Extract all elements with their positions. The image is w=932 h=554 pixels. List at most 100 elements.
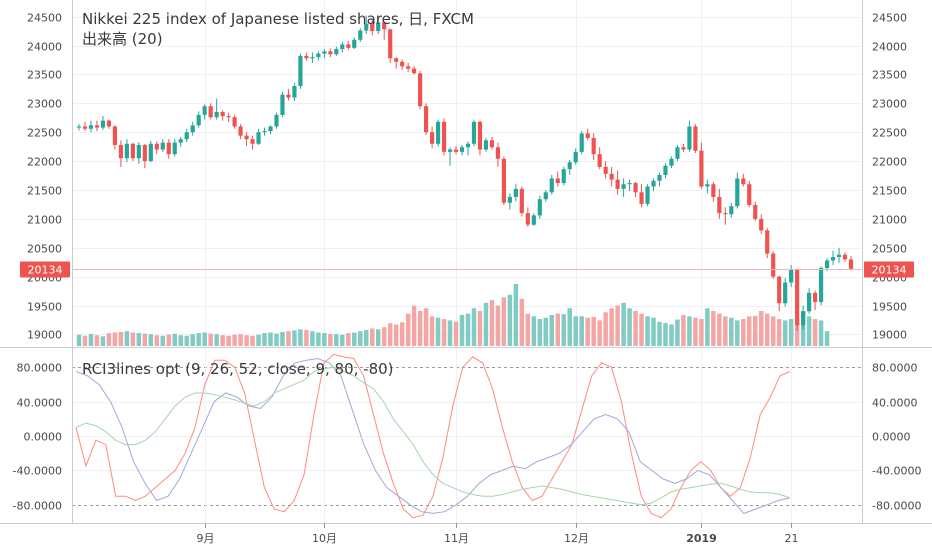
- candle: [112, 125, 117, 150]
- candle-body: [136, 144, 141, 159]
- rci-tick-left: -40.0000: [13, 465, 62, 478]
- volume-bar: [387, 323, 393, 346]
- candle-body: [274, 114, 279, 127]
- candle-body: [615, 179, 620, 189]
- candle-body: [76, 126, 82, 128]
- volume-bar: [334, 334, 339, 346]
- price-tick-right: 24500: [872, 12, 907, 25]
- volume-bar: [88, 333, 94, 346]
- candle-body: [741, 178, 746, 185]
- volume-bar: [172, 333, 177, 346]
- volume-bar: [681, 315, 686, 346]
- candle: [669, 156, 674, 169]
- candle-body: [250, 139, 255, 144]
- candle: [848, 255, 854, 270]
- candle-body: [836, 254, 842, 258]
- candle: [88, 120, 94, 133]
- price-tick-left: 24500: [27, 12, 62, 25]
- candle: [142, 143, 147, 169]
- candle-body: [639, 192, 644, 204]
- candlestick-series: [76, 15, 854, 331]
- candle-body: [388, 29, 393, 59]
- volume-bar: [764, 313, 770, 346]
- volume-bar: [495, 305, 501, 346]
- volume-bar: [675, 319, 680, 346]
- volume-bar: [513, 284, 519, 346]
- candle-body: [208, 106, 213, 118]
- candle-body: [292, 86, 297, 98]
- candle: [244, 132, 249, 147]
- candle: [561, 166, 566, 186]
- volume-bar: [411, 305, 417, 346]
- volume-bar: [316, 332, 321, 346]
- rci-tick-right: -80.0000: [872, 500, 921, 513]
- candle: [94, 120, 100, 132]
- volume-bar: [603, 312, 608, 346]
- candle: [262, 127, 267, 136]
- volume-bar: [615, 305, 620, 346]
- volume-bar: [178, 335, 183, 346]
- candle-body: [316, 53, 321, 58]
- candle: [495, 142, 501, 167]
- candle: [172, 139, 177, 157]
- candle-body: [262, 131, 267, 133]
- candle-body: [621, 184, 626, 189]
- candle-body: [322, 51, 327, 54]
- volume-bar: [812, 319, 818, 346]
- candle: [795, 268, 800, 331]
- candle-body: [537, 199, 542, 216]
- candle: [657, 172, 662, 187]
- candle: [316, 51, 321, 61]
- volume-bar: [280, 331, 285, 346]
- candle: [621, 178, 626, 197]
- candle: [364, 15, 369, 34]
- candle-body: [735, 178, 740, 207]
- volume-bar: [244, 335, 249, 346]
- candle: [789, 265, 794, 288]
- candle: [573, 148, 578, 165]
- candle: [824, 258, 830, 271]
- candle: [501, 156, 506, 206]
- time-tick-label: 9月: [197, 532, 215, 545]
- candle-body: [549, 178, 554, 193]
- candle: [765, 228, 770, 259]
- price-tick-right: 20500: [872, 243, 907, 256]
- volume-bar: [238, 334, 243, 346]
- volume-bar: [310, 331, 315, 346]
- candle-body: [519, 188, 524, 214]
- candle-body: [711, 184, 716, 197]
- price-tick-left: 23000: [27, 98, 62, 111]
- candle: [322, 49, 327, 59]
- volume-bar: [190, 334, 195, 346]
- candle-body: [609, 173, 614, 180]
- candle-body: [477, 121, 483, 150]
- candle-body: [675, 147, 680, 159]
- time-tick-label: 12月: [564, 532, 589, 545]
- candle-body: [286, 94, 291, 98]
- candle: [735, 172, 740, 209]
- candle: [675, 144, 680, 162]
- candle-body: [364, 23, 369, 31]
- volume-bar: [818, 320, 824, 346]
- candle: [100, 116, 106, 130]
- candle: [232, 114, 237, 129]
- candle-body: [459, 147, 465, 152]
- volume-bar: [160, 335, 166, 346]
- volume-bar: [531, 316, 537, 346]
- candle-body: [160, 142, 165, 150]
- volume-bar: [794, 317, 800, 346]
- candle-body: [418, 73, 423, 107]
- candle-body: [573, 151, 578, 163]
- candle-body: [334, 49, 339, 55]
- candle: [370, 18, 375, 36]
- candle-body: [531, 215, 536, 225]
- candle-body: [412, 68, 417, 74]
- candle: [585, 128, 590, 141]
- volume-bar: [393, 324, 399, 346]
- volume-bar: [627, 308, 632, 346]
- candle-body: [663, 165, 668, 175]
- candle: [513, 184, 518, 202]
- candle-body: [645, 186, 650, 204]
